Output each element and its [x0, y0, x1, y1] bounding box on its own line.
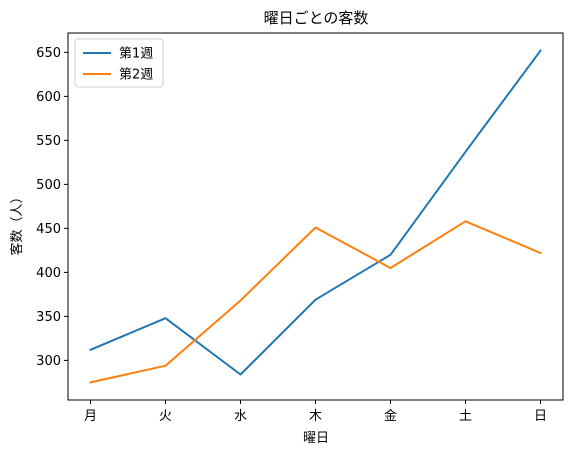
y-tick-label: 500 — [36, 178, 61, 193]
x-tick-label: 土 — [459, 409, 472, 424]
y-tick-label: 600 — [36, 90, 61, 105]
x-tick-label: 木 — [309, 409, 322, 424]
series-line — [89, 220, 542, 384]
legend-entry-label: 第1週 — [119, 47, 153, 62]
y-tick-label: 400 — [36, 266, 61, 281]
x-tick-label: 金 — [384, 408, 397, 424]
y-tick-label: 650 — [36, 46, 61, 61]
y-axis-label: 客数（人） — [9, 190, 25, 255]
series-lines — [89, 49, 542, 384]
x-axis-label: 曜日 — [303, 431, 329, 446]
x-tick-label: 火 — [159, 409, 172, 424]
chart-title: 曜日ごとの客数 — [264, 9, 369, 27]
x-tick-label: 月 — [84, 409, 97, 424]
x-tick-label: 日 — [534, 409, 547, 424]
plot-frame — [67, 32, 564, 401]
y-tick-label: 450 — [36, 222, 61, 237]
y-tick-label: 300 — [36, 354, 61, 369]
axes: 月 火 水 木 金 土 日 300 350 400 450 500 550 600 650 — [36, 32, 564, 424]
y-tick-label: 350 — [36, 310, 61, 325]
x-tick-label: 水 — [234, 409, 247, 424]
series-line — [89, 49, 542, 376]
legend-entry-label: 第2週 — [119, 68, 153, 83]
y-tick-label: 550 — [36, 134, 61, 149]
